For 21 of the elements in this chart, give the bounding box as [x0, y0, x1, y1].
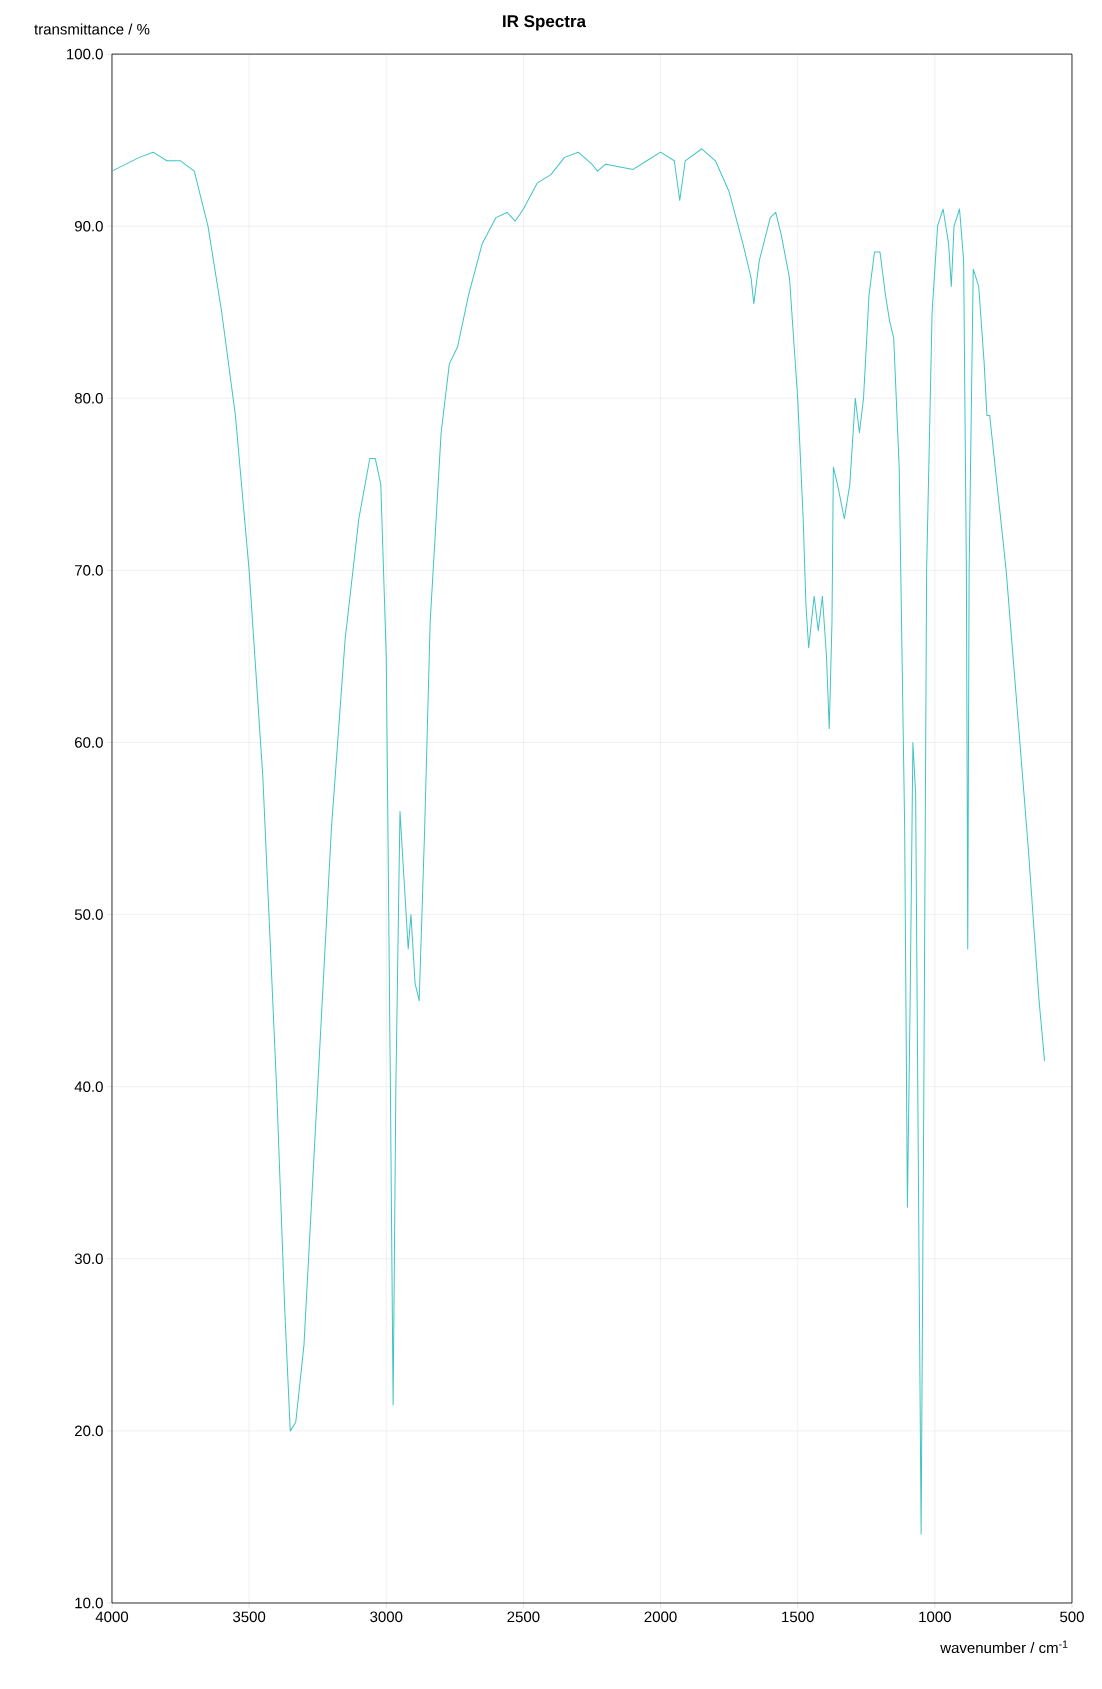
x-tick-label: 2000: [644, 1611, 677, 1623]
x-axis-title: wavenumber / cm$^{-1}$: [940, 1640, 1068, 1654]
y-tick-label: 50.0: [74, 909, 103, 920]
chart-title: IR Spectra: [503, 15, 587, 31]
y-tick-label: 40.0: [74, 1081, 103, 1092]
y-tick-label: 10.0: [75, 1597, 103, 1609]
x-tick-label: 3000: [370, 1611, 403, 1623]
x-tick-label: 3500: [233, 1611, 266, 1623]
y-axis-title: transmittance / %: [34, 23, 150, 35]
y-tick-label: 90.0: [74, 220, 103, 232]
x-tick-label: 4000: [95, 1611, 129, 1623]
y-tick-label: 100.0: [67, 48, 103, 60]
x-tick-label: 500: [1060, 1611, 1084, 1623]
x-tick-label: 1500: [782, 1611, 814, 1623]
y-tick-label: 80.0: [74, 392, 103, 404]
y-tick-label: 20.0: [75, 1425, 103, 1437]
x-tick-label: 1000: [919, 1611, 951, 1623]
y-tick-label: 30.0: [74, 1253, 103, 1265]
y-tick-label: 60.0: [75, 737, 103, 748]
x-tick-label: 2500: [507, 1611, 540, 1623]
y-tick-label: 70.0: [75, 565, 103, 576]
